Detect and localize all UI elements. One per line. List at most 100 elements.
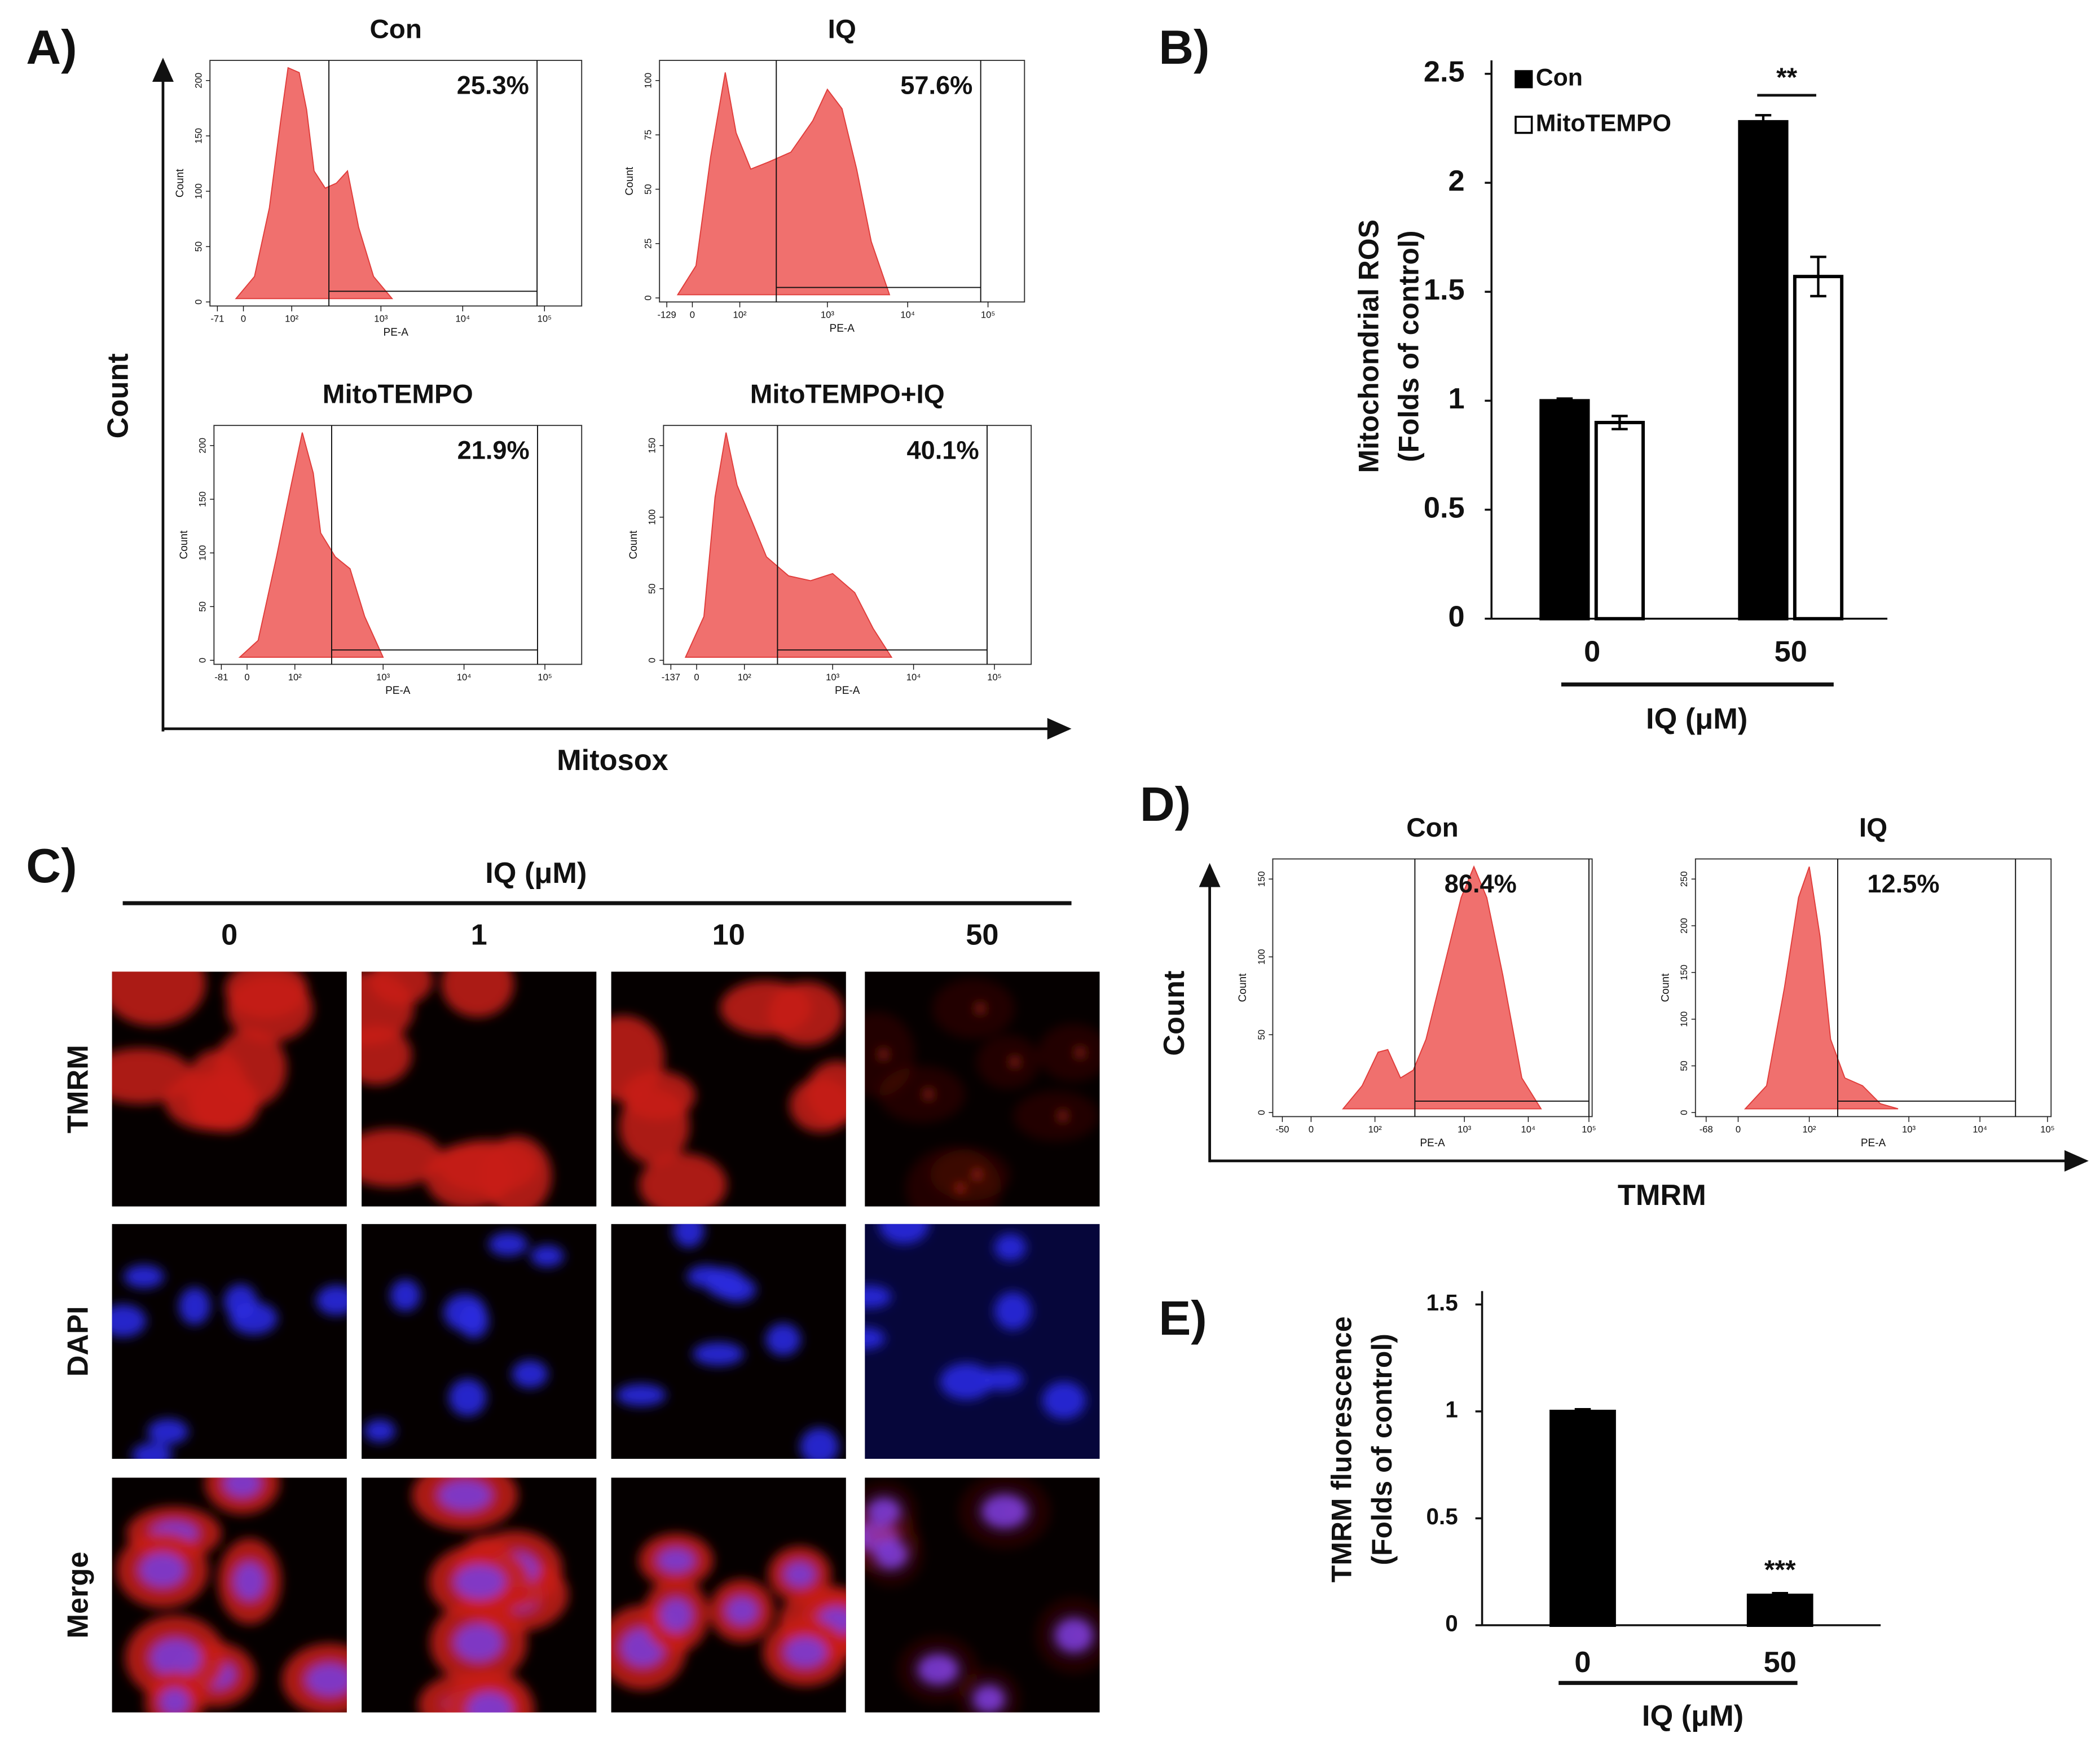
axis-label: PE-A xyxy=(384,327,409,338)
y-tick-label: 100 xyxy=(643,73,654,89)
x-tick-label: 10² xyxy=(733,309,747,320)
histogram xyxy=(659,60,1025,303)
x-tick-label: 0 xyxy=(1574,1646,1591,1679)
legend-label: Con xyxy=(1536,64,1583,91)
gate-percent: 86.4% xyxy=(1445,869,1517,898)
y-tick-label: 0 xyxy=(193,300,204,305)
plot-frame xyxy=(213,425,583,665)
y-tick-label: 100 xyxy=(1679,1011,1689,1027)
cells xyxy=(412,1477,569,1713)
histogram-fill xyxy=(676,72,891,296)
nucleus xyxy=(765,1323,801,1356)
axis-label: Count xyxy=(1237,973,1249,1002)
speckle xyxy=(1076,1048,1085,1057)
error-bar xyxy=(1810,256,1826,298)
x-tick-label: 10³ xyxy=(1458,1124,1472,1135)
histogram xyxy=(1694,858,2052,1118)
y-tick-label: 200 xyxy=(193,73,204,89)
gate-percent: 21.9% xyxy=(457,436,530,465)
x-tick-label: 10³ xyxy=(821,309,835,320)
y-tick-label: 2 xyxy=(1449,165,1465,197)
axis-label: PE-A xyxy=(385,685,411,697)
cells xyxy=(865,978,1100,1207)
plot-frame xyxy=(209,60,583,307)
y-tick-label: 200 xyxy=(1679,918,1689,934)
histogram-fill xyxy=(238,432,384,658)
cell-red xyxy=(362,1025,412,1085)
cells xyxy=(112,1265,347,1459)
cells xyxy=(611,1533,846,1690)
nucleus xyxy=(223,1477,261,1497)
x-tick-label: -81 xyxy=(214,672,228,683)
x-tick-label: 0 xyxy=(1309,1124,1314,1135)
histogram xyxy=(209,60,583,307)
y-tick-label: 150 xyxy=(1679,965,1689,980)
x-tick-label: 10⁴ xyxy=(455,314,470,324)
axis-label: Count xyxy=(174,169,186,197)
y-tick-label: 0.5 xyxy=(1427,1503,1458,1529)
cell-red xyxy=(930,1149,1011,1200)
y-tick-label: 150 xyxy=(1256,871,1267,887)
nucleus xyxy=(124,1265,164,1288)
micrograph xyxy=(865,971,1100,1207)
nucleus xyxy=(112,1304,147,1338)
x-tick-label: 0 xyxy=(241,314,246,324)
x-tick-label: 10⁵ xyxy=(981,309,995,320)
y-tick-label: 0 xyxy=(1449,601,1465,634)
bar xyxy=(1594,421,1645,621)
x-tick-label: 10² xyxy=(1368,1124,1383,1135)
speckle xyxy=(1059,1112,1067,1120)
nucleus xyxy=(940,1363,993,1400)
x-tick-label: 10⁴ xyxy=(906,672,921,683)
nucleus xyxy=(150,1638,201,1677)
y-axis-title: TMRM fluorescence xyxy=(1326,1317,1358,1583)
x-tick-label: -68 xyxy=(1700,1124,1713,1135)
column-label: 50 xyxy=(966,918,998,951)
significance: *** xyxy=(1764,1555,1796,1585)
y-tick-label: 50 xyxy=(647,583,658,594)
x-tick-label: 50 xyxy=(1764,1646,1797,1679)
bar xyxy=(1539,399,1590,621)
panel-label: D) xyxy=(1140,777,1191,832)
axis-label: PE-A xyxy=(835,685,860,697)
nucleus xyxy=(783,1561,816,1587)
micrograph xyxy=(611,1477,846,1713)
x-tick-label: 0 xyxy=(244,672,249,683)
nucleus xyxy=(725,1596,759,1625)
x-axis-title: IQ (μM) xyxy=(1642,1700,1744,1732)
nucleus xyxy=(972,1685,1005,1713)
nucleus xyxy=(147,1418,189,1445)
micrograph xyxy=(112,1477,347,1713)
nucleus xyxy=(390,1279,421,1312)
y-tick-label: 0.5 xyxy=(1424,491,1465,524)
nucleus xyxy=(616,1384,666,1406)
micrograph xyxy=(362,971,597,1207)
y-tick-label: 100 xyxy=(193,183,204,199)
row-label: DAPI xyxy=(61,1306,94,1376)
x-tick-label: 10² xyxy=(1803,1124,1817,1135)
nucleus xyxy=(234,1561,266,1601)
nucleus xyxy=(1042,1382,1086,1419)
micrograph xyxy=(865,1477,1100,1713)
cell-red xyxy=(438,1140,538,1194)
micrograph xyxy=(362,1477,597,1713)
nucleus xyxy=(994,1292,1032,1330)
axis-label: Count xyxy=(628,530,640,559)
y-tick-label: 1 xyxy=(1445,1397,1458,1423)
image-bg xyxy=(112,1224,347,1459)
y-tick-label: 50 xyxy=(193,241,204,252)
y-tick-label: 50 xyxy=(1679,1061,1689,1071)
x-tick-label: 0 xyxy=(694,672,699,683)
micrograph xyxy=(112,971,347,1207)
x-tick-label: 10⁴ xyxy=(1521,1124,1536,1135)
speckle xyxy=(1010,1058,1019,1066)
nucleus xyxy=(530,1245,564,1267)
axis-label: Count xyxy=(624,166,636,195)
nucleus xyxy=(1055,1618,1093,1653)
column-label: 0 xyxy=(221,918,237,951)
bar xyxy=(1549,1409,1616,1627)
y-tick-label: 0 xyxy=(643,296,654,301)
x-tick-label: 10² xyxy=(738,672,752,683)
x-tick-label: 10⁵ xyxy=(2040,1124,2054,1135)
